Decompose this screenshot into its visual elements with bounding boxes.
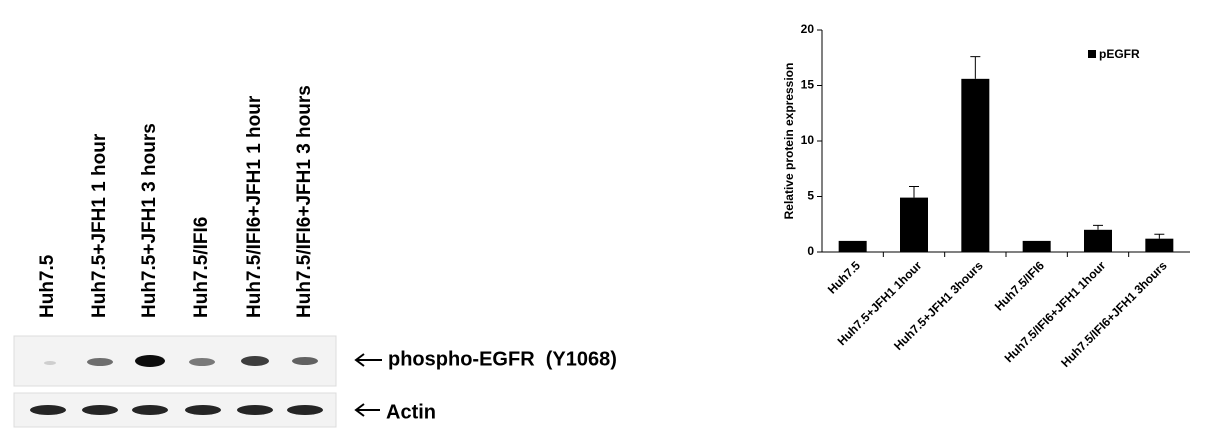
- band: [241, 356, 269, 366]
- x-tick-label: Huh7.5/IFI6: [992, 258, 1047, 313]
- lane-label: Huh7.5/IFI6+JFH1 1 hour: [244, 95, 265, 318]
- bar: [900, 198, 928, 252]
- band: [287, 405, 323, 415]
- band: [237, 405, 273, 415]
- bar: [839, 241, 867, 252]
- lane-label: Huh7.5/IFI6: [191, 217, 212, 318]
- band: [87, 358, 113, 366]
- y-axis-label: Relative protein expression: [782, 63, 796, 220]
- blot-row-label: Actin: [386, 401, 436, 423]
- x-tick-label: Huh7.5/IFI6+JFH1 3hours: [1058, 258, 1170, 370]
- x-tick-label: Huh7.5/IFI6+JFH1 1hour: [1002, 258, 1109, 365]
- bar: [1023, 241, 1051, 252]
- arrow: [356, 354, 382, 366]
- lane-label: Huh7.5/IFI6+JFH1 3 hours: [294, 85, 315, 318]
- legend-label: pEGFR: [1099, 47, 1140, 61]
- bar: [1084, 230, 1112, 252]
- lane-label: Huh7.5+JFH1 3 hours: [139, 123, 160, 318]
- band: [189, 358, 215, 366]
- band: [44, 361, 56, 365]
- band: [82, 405, 118, 415]
- y-tick-label: 5: [807, 189, 814, 203]
- bar: [961, 79, 989, 252]
- band: [185, 405, 221, 415]
- y-tick-label: 15: [801, 78, 815, 92]
- band: [30, 405, 66, 415]
- legend-swatch: [1088, 50, 1096, 58]
- lane-label: Huh7.5: [37, 254, 58, 318]
- y-tick-label: 0: [807, 244, 814, 258]
- western-blot: phospho-EGFR (Y1068) Actin: [14, 336, 617, 427]
- figure: phospho-EGFR (Y1068) Actin Relative prot…: [0, 0, 1206, 429]
- band: [292, 357, 318, 365]
- y-tick-label: 10: [801, 133, 815, 147]
- lane-label: Huh7.5+JFH1 1 hour: [89, 133, 110, 318]
- blot-panel: [14, 336, 336, 386]
- band: [132, 405, 168, 415]
- band: [135, 355, 165, 367]
- arrow: [356, 404, 380, 416]
- x-tick-label: Huh7.5: [825, 258, 863, 296]
- bar: [1145, 239, 1173, 252]
- y-tick-label: 20: [801, 22, 815, 36]
- blot-row-label: phospho-EGFR (Y1068): [388, 348, 617, 370]
